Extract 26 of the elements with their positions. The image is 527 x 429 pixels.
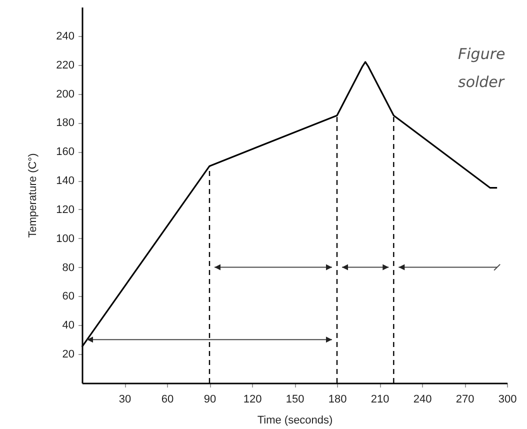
x-tick-label: 30 — [118, 394, 132, 406]
y-tick-label: 140 — [56, 175, 74, 188]
annotation: Figure — [458, 44, 506, 65]
y-tick-label: 220 — [56, 59, 74, 72]
x-tick-label: 180 — [328, 394, 347, 406]
y-tick-label: 80 — [62, 262, 74, 274]
x-tick-label: 150 — [286, 394, 304, 406]
x-tick-label: 60 — [161, 394, 174, 406]
x-tick-label: 270 — [456, 394, 474, 406]
x-tick-label: 240 — [413, 394, 432, 406]
y-tick-label: 60 — [62, 290, 74, 303]
y-tick-label: 200 — [56, 88, 74, 100]
y-tick-label: 240 — [56, 30, 74, 42]
y-tick-label: 160 — [56, 146, 74, 158]
y-tick-label: 40 — [62, 320, 74, 332]
y-tick-label: 120 — [56, 204, 74, 216]
y-tick-label: 100 — [56, 232, 74, 245]
x-tick-label: 300 — [498, 394, 517, 406]
x-axis-title: Time (seconds) — [257, 414, 333, 426]
x-tick-label: 210 — [370, 394, 390, 406]
annotation: solder — [458, 72, 506, 93]
y-axis-title: Temperature (C°) — [27, 153, 40, 238]
y-tick-label: 180 — [56, 117, 74, 130]
x-tick-label: 90 — [204, 394, 216, 406]
x-tick-label: 120 — [243, 394, 262, 406]
y-tick-label: 20 — [62, 348, 74, 361]
